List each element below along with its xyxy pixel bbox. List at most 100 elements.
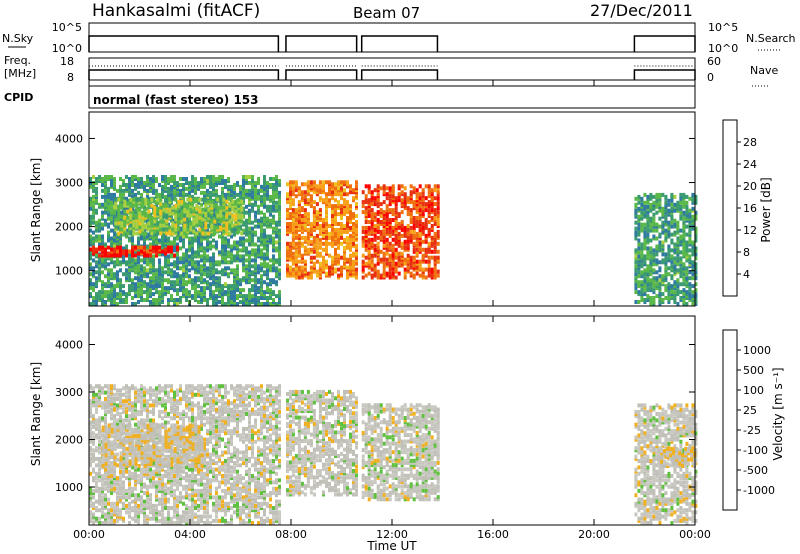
heatmap-cell (679, 214, 683, 219)
heatmap-cell (129, 197, 133, 202)
heatmap-cell (131, 183, 134, 187)
heatmap-cell (180, 205, 184, 210)
heatmap-cell (352, 225, 355, 230)
heatmap-cell (640, 262, 644, 267)
heatmap-cell (251, 278, 254, 283)
heatmap-cell (254, 188, 257, 193)
heatmap-cell (216, 225, 220, 230)
heatmap-cell (297, 275, 301, 280)
heatmap-cell (670, 232, 674, 237)
heatmap-cell (309, 275, 313, 280)
heatmap-cell (209, 266, 212, 271)
heatmap-cell (230, 244, 233, 249)
heatmap-cell (297, 206, 301, 211)
heatmap-cell (385, 192, 389, 197)
heatmap-cell (161, 292, 164, 297)
heatmap-cell (104, 202, 107, 207)
heatmap-cell (236, 181, 239, 185)
heatmap-cell (143, 298, 146, 302)
heatmap-cell (318, 245, 322, 250)
heatmap-cell (89, 401, 92, 406)
heatmap-cell (300, 269, 304, 274)
heatmap-cell (233, 286, 236, 291)
heatmap-cell (670, 192, 674, 197)
heatmap-cell (191, 179, 194, 183)
heatmap-cell (135, 203, 139, 208)
heatmap-cell (406, 253, 410, 258)
heatmap-cell (278, 252, 281, 257)
heatmap-cell (679, 274, 683, 279)
heatmap-cell (143, 266, 146, 271)
heatmap-cell (286, 214, 289, 218)
heatmap-cell (685, 248, 689, 253)
heatmap-cell (412, 200, 416, 205)
heatmap-cell (391, 212, 395, 217)
heatmap-cell (679, 256, 683, 261)
heatmap-cell (643, 234, 647, 239)
heatmap-cell (146, 262, 149, 267)
heatmap-cell (355, 243, 358, 248)
heatmap-cell (114, 197, 118, 202)
heatmap-cell (191, 175, 194, 179)
heatmap-cell (92, 469, 95, 474)
heatmap-cell (676, 236, 680, 241)
heatmap-cell (170, 218, 173, 223)
heatmap-cell (643, 254, 647, 259)
heatmap-cell (110, 216, 113, 221)
heatmap-cell (119, 260, 122, 265)
heatmap-cell (272, 183, 275, 187)
heatmap-cell (291, 180, 295, 185)
heatmap-cell (397, 231, 401, 236)
heatmap-cell (92, 512, 95, 517)
heatmap-cell (98, 384, 101, 389)
heatmap-cell (149, 264, 152, 269)
heatmap-cell (230, 184, 233, 189)
heatmap-cell (237, 227, 241, 232)
heatmap-cell (149, 253, 152, 258)
heatmap-cell (89, 495, 92, 500)
heatmap-cell (212, 198, 215, 203)
heatmap-cell (110, 206, 113, 211)
freq-line (88, 69, 280, 80)
heatmap-cell (418, 233, 422, 238)
heatmap-cell (251, 294, 254, 299)
heatmap-cell (322, 198, 325, 203)
heatmap-cell (188, 236, 191, 241)
heatmap-cell (682, 238, 686, 243)
heatmap-cell (203, 250, 206, 255)
heatmap-cell (427, 255, 431, 260)
heatmap-cell (107, 272, 110, 277)
heatmap-cell (123, 199, 127, 204)
heatmap-cell (412, 225, 416, 230)
heatmap-cell (104, 290, 107, 295)
heatmap-cell (191, 282, 194, 287)
heatmap-cell (349, 184, 352, 189)
heatmap-cell (300, 182, 304, 187)
heatmap-cell (269, 177, 272, 181)
heatmap-cell (98, 501, 101, 506)
heatmap-cell (670, 284, 674, 289)
heatmap-cell (248, 268, 251, 273)
heatmap-cell (640, 246, 644, 251)
heatmap-cell (194, 184, 197, 189)
heatmap-cell (436, 229, 440, 234)
heatmap-cell (658, 224, 662, 229)
nsky-line (285, 35, 358, 52)
heatmap-cell (400, 210, 404, 215)
heatmap-cell (98, 270, 101, 275)
heatmap-cell (634, 220, 638, 225)
heatmap-cell (370, 229, 374, 234)
heatmap-cell (679, 228, 683, 233)
heatmap-cell (170, 274, 173, 279)
heatmap-cell (138, 197, 142, 202)
heatmap-cell (240, 213, 244, 218)
heatmap-cell (266, 248, 269, 253)
heatmap-cell (412, 247, 416, 252)
heatmap-cell (355, 220, 358, 224)
heatmap-cell (649, 278, 653, 283)
heatmap-cell (309, 247, 313, 252)
heatmap-cell (385, 251, 389, 256)
heatmap-cell (670, 238, 674, 243)
heatmap-cell (406, 243, 410, 248)
heatmap-cell (95, 190, 98, 195)
